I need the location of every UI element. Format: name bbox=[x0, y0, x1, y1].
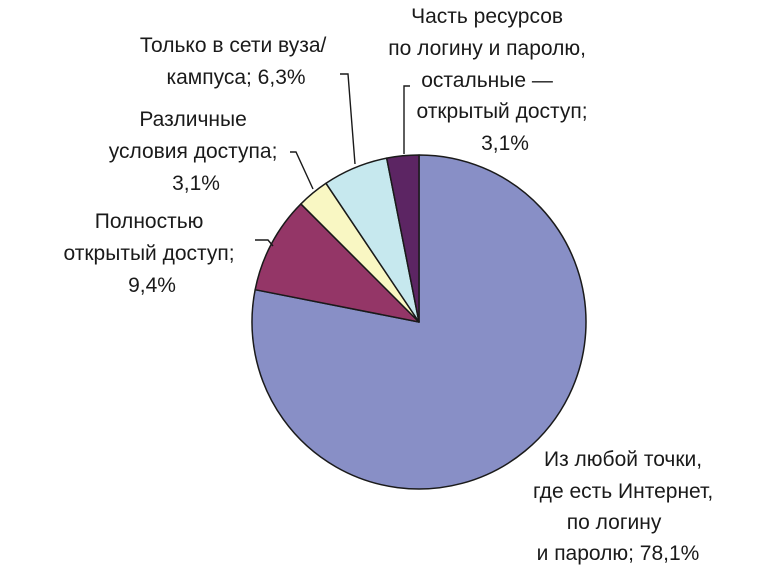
slice-label-open-access: Полностью открытый доступ; 9,4% bbox=[64, 210, 241, 297]
label-line: Из любой точки, bbox=[544, 448, 702, 471]
label-line: 3,1% bbox=[172, 172, 220, 195]
label-line: по логину bbox=[567, 511, 662, 534]
label-line: и паролю; 78,1% bbox=[537, 542, 700, 565]
label-line: открытый доступ; bbox=[64, 242, 235, 265]
pie-slice-any-location bbox=[251, 154, 587, 490]
leader-line-various-conditions bbox=[290, 151, 314, 190]
slice-label-campus-only: Только в сети вуза/ кампуса; 6,3% bbox=[140, 34, 332, 89]
leader-line-partial-login bbox=[403, 85, 410, 154]
label-line: условия доступа; bbox=[109, 140, 278, 163]
label-line: Часть ресурсов bbox=[411, 5, 563, 28]
label-line: 3,1% bbox=[481, 132, 529, 155]
pie-slice-partial-login bbox=[385, 154, 420, 323]
label-line: по логину и паролю, bbox=[388, 37, 586, 60]
label-line: Различные bbox=[139, 108, 246, 131]
label-line: Полностью bbox=[95, 210, 204, 233]
slice-label-any-location: Из любой точки, где есть Интернет, по ло… bbox=[533, 448, 719, 565]
label-line: где есть Интернет, bbox=[533, 480, 713, 503]
pie-slices bbox=[251, 154, 587, 490]
label-line: Только в сети вуза/ bbox=[140, 34, 327, 57]
slice-label-various-conditions: Различные условия доступа; 3,1% bbox=[109, 108, 284, 195]
leader-line-open-access bbox=[255, 239, 274, 247]
label-line: остальные — bbox=[421, 69, 553, 92]
label-line: 9,4% bbox=[128, 274, 176, 297]
leader-line-campus-only bbox=[340, 73, 356, 165]
label-line: открытый доступ; bbox=[417, 100, 588, 123]
label-line: кампуса; 6,3% bbox=[166, 66, 305, 89]
slice-label-partial-login: Часть ресурсов по логину и паролю, остал… bbox=[388, 5, 593, 155]
